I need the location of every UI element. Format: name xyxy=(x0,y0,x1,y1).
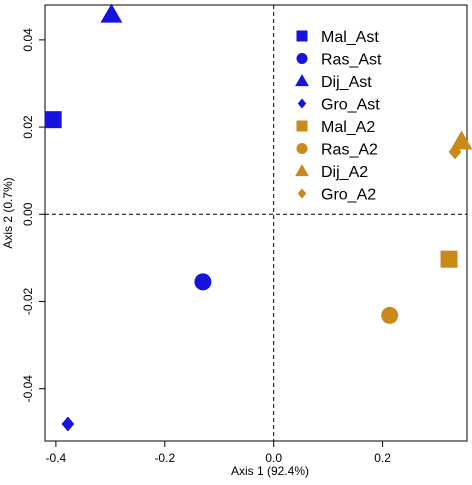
legend-label-mal-ast: Mal_Ast xyxy=(321,29,379,46)
point-dij-a2 xyxy=(450,130,472,150)
point-gro-a2 xyxy=(448,144,462,160)
point-ras-ast xyxy=(194,273,212,291)
legend-marker-gro-ast xyxy=(297,98,307,109)
y-axis: -0.04 -0.02 0.00 0.02 0.04 xyxy=(21,28,45,402)
x-tick-label: -0.2 xyxy=(154,451,175,465)
point-mal-ast xyxy=(44,111,62,129)
legend-label-dij-a2: Dij_A2 xyxy=(321,164,368,181)
plot-area xyxy=(44,4,468,442)
point-mal-a2 xyxy=(440,250,458,268)
x-tick-label: 0.2 xyxy=(374,451,391,465)
legend-label-gro-ast: Gro_Ast xyxy=(321,97,380,114)
legend-marker-mal-ast xyxy=(296,30,308,42)
x-axis-title: Axis 1 (92.4%) xyxy=(231,464,309,478)
reference-lines xyxy=(45,5,467,441)
y-tick-label: -0.02 xyxy=(21,287,35,315)
y-tick-label: -0.04 xyxy=(21,375,35,403)
legend-marker-gro-a2 xyxy=(297,188,307,199)
point-gro-ast xyxy=(61,416,75,432)
plot-frame xyxy=(44,4,468,442)
legend-label-dij-ast: Dij_Ast xyxy=(321,74,372,91)
data-points xyxy=(44,3,472,432)
y-tick-label: 0.04 xyxy=(21,28,35,52)
legend-marker-dij-a2 xyxy=(295,164,309,177)
legend-label-ras-ast: Ras_Ast xyxy=(321,52,382,69)
legend-marker-mal-a2 xyxy=(296,120,308,132)
legend-label-gro-a2: Gro_A2 xyxy=(321,187,376,204)
legend-label-mal-a2: Mal_A2 xyxy=(321,119,375,136)
y-axis-title: Axis 2 (0.7%) xyxy=(1,177,15,248)
legend-marker-ras-ast xyxy=(296,53,308,64)
point-ras-a2 xyxy=(381,306,399,324)
legend-marker-ras-a2 xyxy=(296,143,308,154)
y-tick-label: 0.00 xyxy=(21,202,35,226)
point-dij-ast xyxy=(100,3,123,23)
legend-marker-dij-ast xyxy=(295,74,309,87)
legend: Mal_Ast Ras_Ast Dij_Ast Gro_Ast Mal_A2 Ras_A2… xyxy=(295,29,382,204)
x-tick-label: 0.0 xyxy=(265,451,282,465)
y-tick-label: 0.02 xyxy=(21,115,35,139)
x-axis: -0.4 -0.2 0.0 0.2 xyxy=(46,441,391,465)
legend-label-ras-a2: Ras_A2 xyxy=(321,142,378,159)
x-tick-label: -0.4 xyxy=(46,451,67,465)
